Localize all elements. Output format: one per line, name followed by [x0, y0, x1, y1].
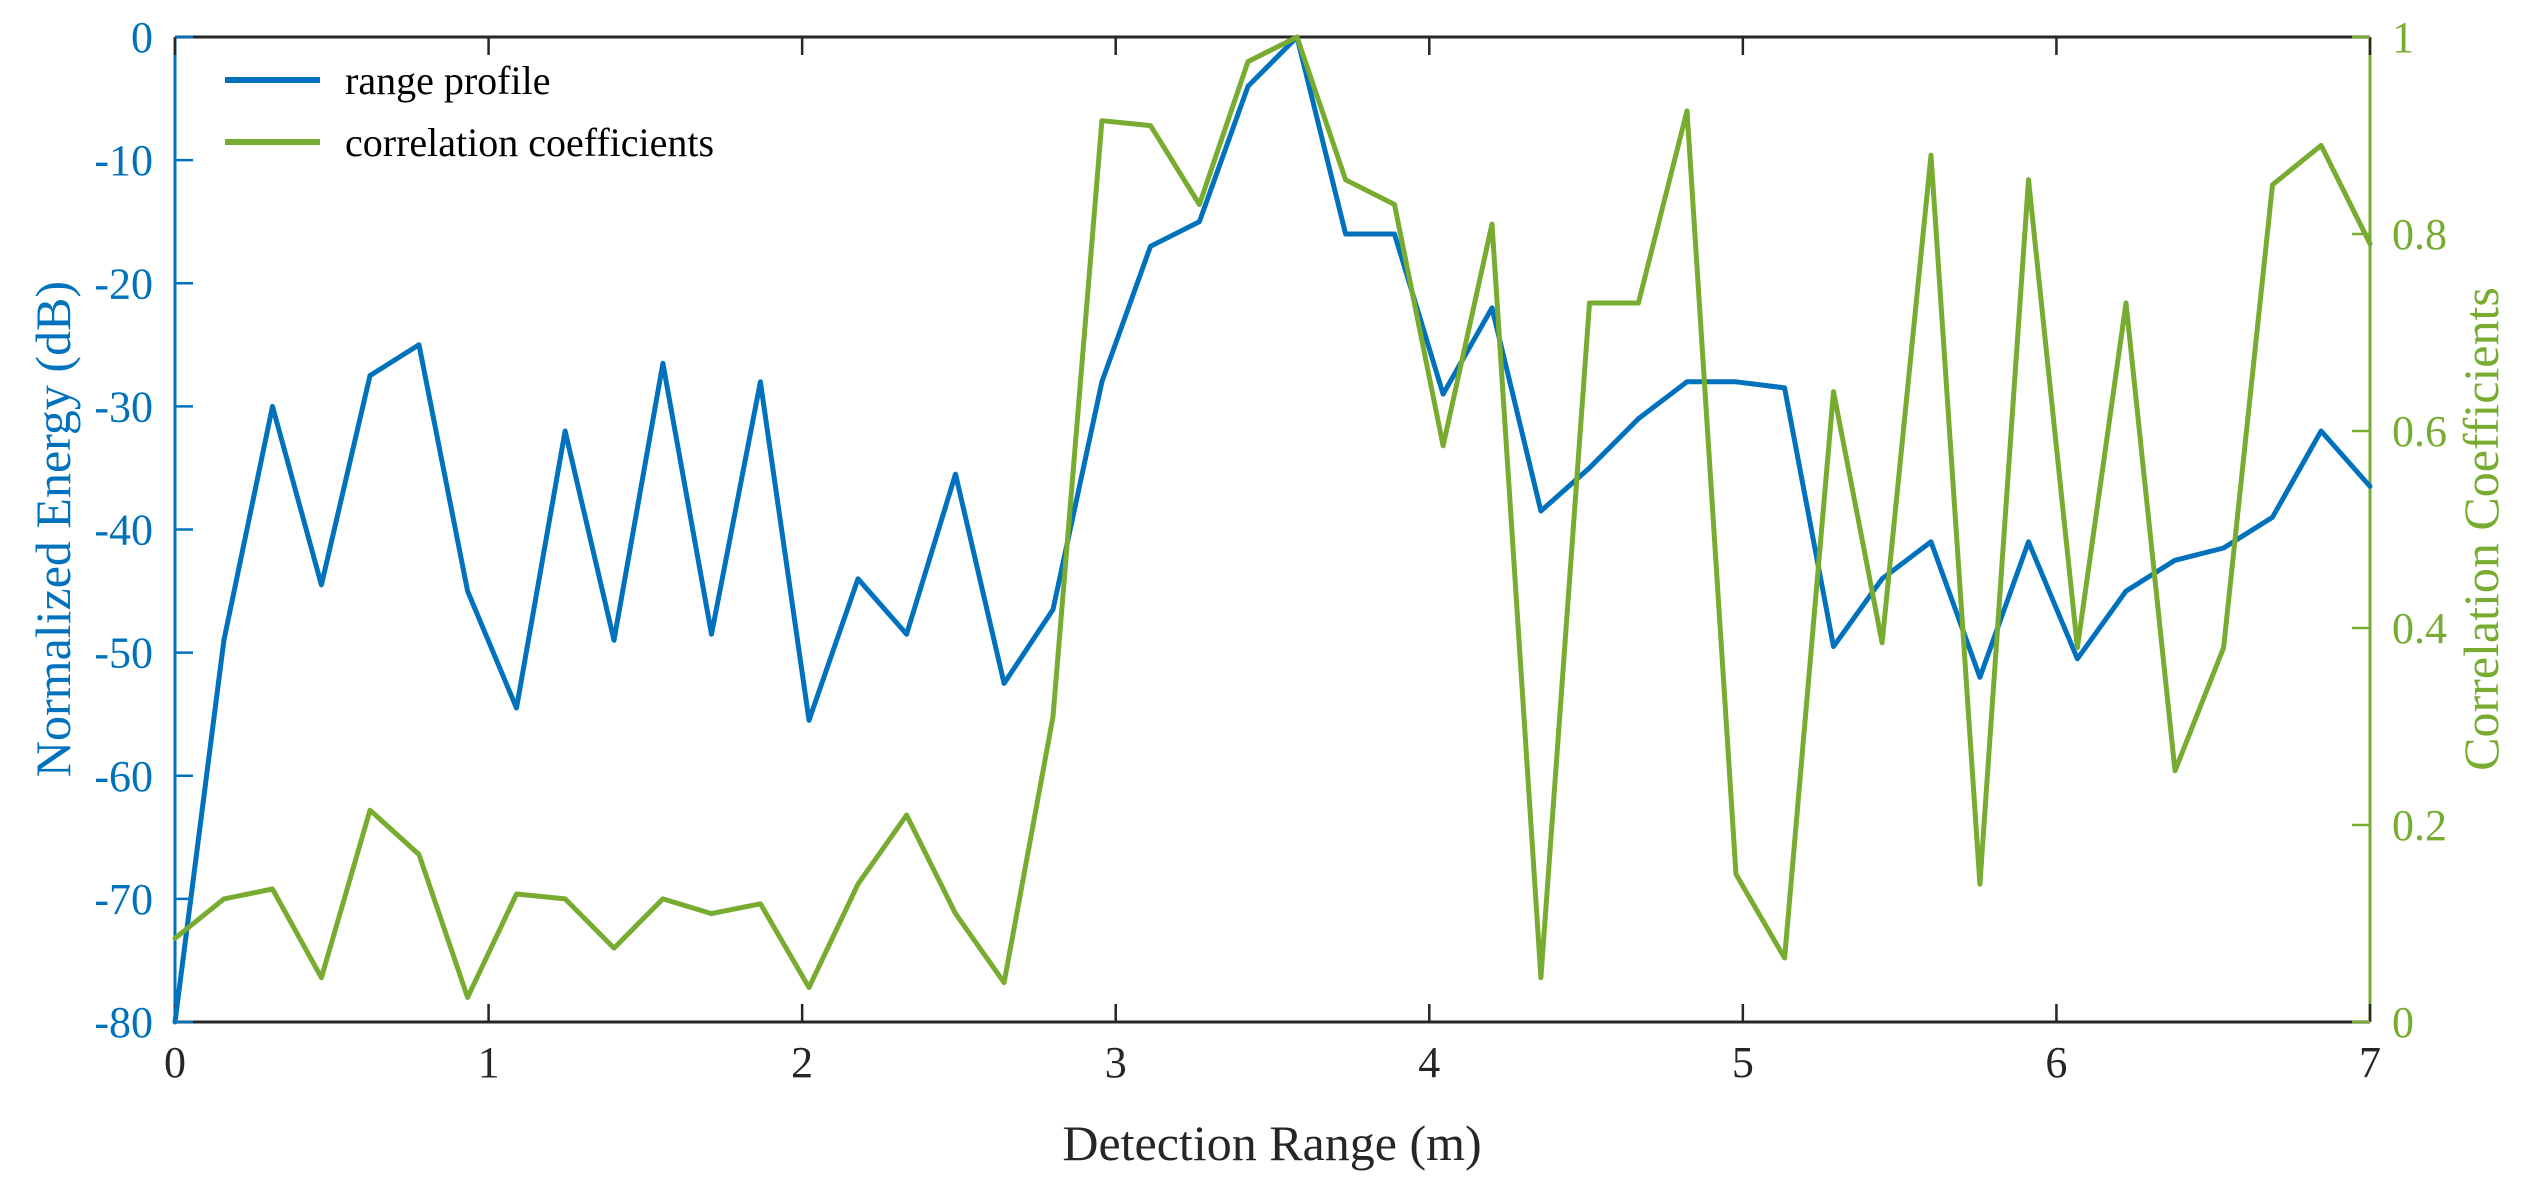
x-tick-label: 3 — [1105, 1038, 1127, 1087]
right-y-tick-label: 0.6 — [2392, 407, 2447, 456]
left-y-tick-label: -80 — [94, 998, 153, 1047]
series-line-range-profile — [172, 34, 2373, 1025]
left-y-tick-label: -20 — [94, 259, 153, 308]
left-y-tick-label: 0 — [131, 13, 153, 62]
right-y-axis-ticks: 1 0.8 0.6 0.4 0.2 0 — [2352, 13, 2447, 1047]
legend: range profile correlation coefficients — [225, 58, 714, 165]
x-axis-title: Detection Range (m) — [1062, 1115, 1481, 1171]
series-layer — [172, 34, 2373, 1025]
right-y-tick-label: 0 — [2392, 998, 2414, 1047]
series-line-correlation — [172, 34, 2373, 1000]
left-y-tick-label: -50 — [94, 629, 153, 678]
right-y-tick-label: 0.8 — [2392, 210, 2447, 259]
x-tick-label: 5 — [1732, 1038, 1754, 1087]
right-y-tick-label: 0.2 — [2392, 801, 2447, 850]
x-tick-label: 2 — [791, 1038, 813, 1087]
x-tick-label: 0 — [164, 1038, 186, 1087]
plot-area — [175, 37, 2370, 1022]
left-y-tick-label: -60 — [94, 752, 153, 801]
x-tick-label: 1 — [478, 1038, 500, 1087]
x-tick-label: 7 — [2359, 1038, 2381, 1087]
right-y-tick-label: 0.4 — [2392, 604, 2447, 653]
right-y-axis-title: Correlation Coefficients — [2453, 287, 2509, 771]
x-tick-label: 4 — [1418, 1038, 1440, 1087]
x-tick-label: 6 — [2045, 1038, 2067, 1087]
left-y-tick-label: -10 — [94, 136, 153, 185]
legend-label-correlation: correlation coefficients — [345, 120, 714, 165]
left-y-axis-title: Normalized Energy (dB) — [25, 281, 81, 777]
legend-label-range-profile: range profile — [345, 58, 550, 103]
x-axis-ticks: 0 1 2 3 4 5 6 7 — [164, 37, 2381, 1087]
left-y-tick-label: -40 — [94, 506, 153, 555]
right-y-tick-label: 1 — [2392, 13, 2414, 62]
left-y-axis-ticks: 0 -10 -20 -30 -40 -50 -60 -70 -80 — [94, 13, 193, 1047]
left-y-tick-label: -30 — [94, 382, 153, 431]
left-y-tick-label: -70 — [94, 875, 153, 924]
